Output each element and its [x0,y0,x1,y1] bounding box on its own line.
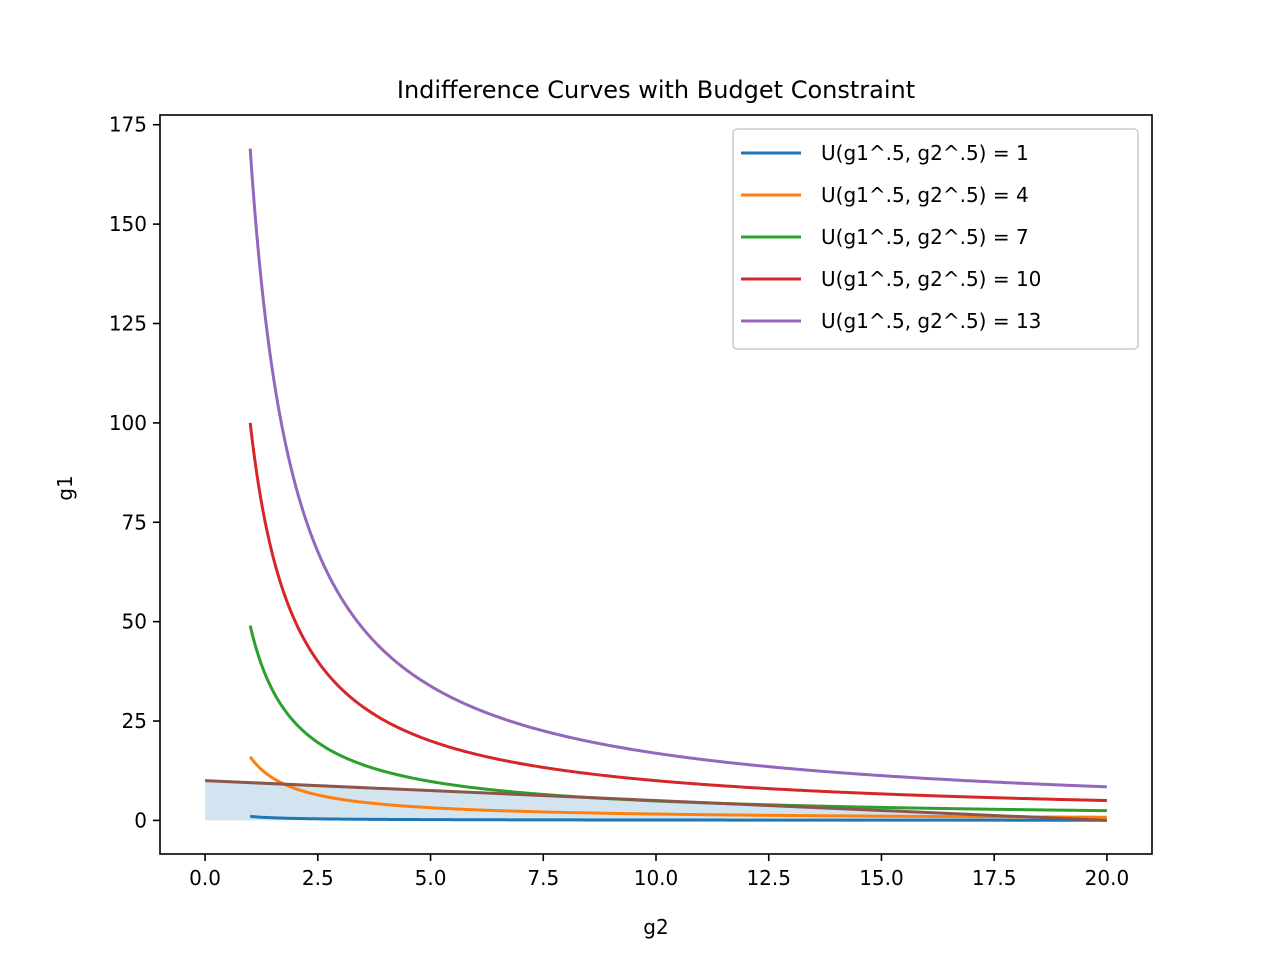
x-tick-label: 7.5 [527,866,559,890]
legend-entry-label: U(g1^.5, g2^.5) = 13 [821,309,1041,333]
x-tick-label: 20.0 [1085,866,1130,890]
x-tick-label: 5.0 [415,866,447,890]
y-tick-label: 50 [122,610,147,634]
x-tick-label: 12.5 [746,866,791,890]
y-tick-label: 0 [134,808,147,832]
x-tick-label: 15.0 [859,866,904,890]
legend-entry-label: U(g1^.5, g2^.5) = 1 [821,141,1029,165]
y-tick-label: 125 [109,312,147,336]
x-tick-label: 10.0 [634,866,679,890]
x-tick-label: 0.0 [189,866,221,890]
x-axis-label: g2 [643,915,668,939]
indifference-curve-5 [248,148,1107,789]
indifference-curve-2 [248,755,1107,819]
indifference-curve-4 [248,422,1107,803]
y-tick-label: 175 [109,113,147,137]
y-axis-label: g1 [53,475,77,500]
legend-entry-label: U(g1^.5, g2^.5) = 10 [821,267,1041,291]
x-tick-label: 17.5 [972,866,1017,890]
legend-box [732,128,1139,350]
legend-entry-label: U(g1^.5, g2^.5) = 4 [821,183,1029,207]
indifference-curve-1 [250,814,1107,822]
chart-title: Indifference Curves with Budget Constrai… [397,76,915,104]
budget-line [205,779,1107,822]
y-tick-label: 75 [122,510,147,534]
legend-entry-label: U(g1^.5, g2^.5) = 7 [821,225,1029,249]
legend: U(g1^.5, g2^.5) = 1 U(g1^.5, g2^.5) = 4 U(… [732,128,1139,350]
y-tick-label: 25 [122,709,147,733]
y-tick-label: 100 [109,411,147,435]
plot-area: 0.0 2.5 5.0 7.5 10.0 12.5 15.0 17.5 20.0 0 25 50 75 1… [109,113,1153,890]
y-tick-label: 150 [109,212,147,236]
x-tick-label: 2.5 [302,866,334,890]
